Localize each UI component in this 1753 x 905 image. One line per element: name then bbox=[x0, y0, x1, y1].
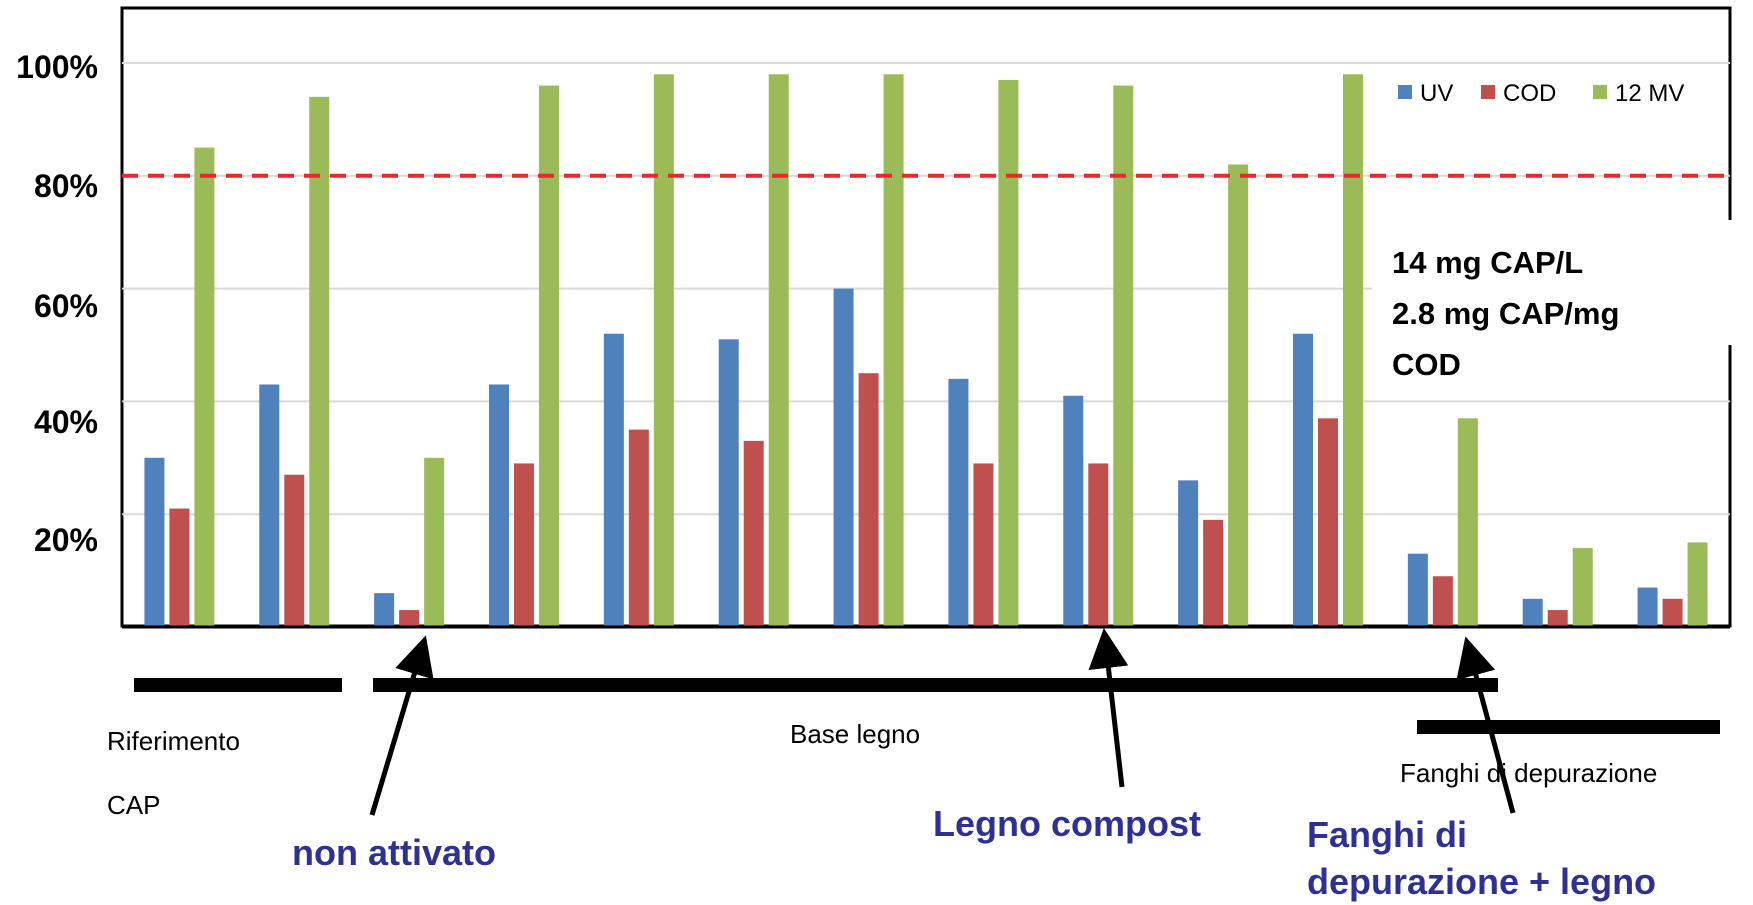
annotation-line: 2.8 mg CAP/mg bbox=[1392, 296, 1619, 331]
bar-12mv bbox=[1687, 542, 1708, 627]
bar-uv bbox=[833, 288, 854, 627]
bar-uv bbox=[1293, 333, 1313, 627]
bar-12mv bbox=[768, 74, 789, 627]
bar-uv bbox=[259, 384, 280, 627]
callout-sludge-wood: depurazione + legno bbox=[1307, 861, 1656, 902]
y-tick-label: 100% bbox=[16, 49, 98, 85]
bar-12mv bbox=[1228, 164, 1249, 627]
bar-cod bbox=[628, 429, 649, 627]
y-tick-label: 60% bbox=[34, 288, 98, 324]
bar-uv bbox=[1522, 598, 1543, 627]
bar-12mv bbox=[1457, 418, 1478, 627]
callout-wood-compost: Legno compost bbox=[933, 803, 1201, 844]
group-bar-sludge bbox=[1417, 720, 1720, 734]
callout-not-activated: non attivato bbox=[292, 832, 496, 873]
bar-uv bbox=[1178, 480, 1199, 627]
bar-12mv bbox=[309, 96, 330, 628]
bar-cod bbox=[743, 440, 764, 627]
bar-uv bbox=[374, 593, 395, 627]
bar-12mv bbox=[883, 74, 904, 627]
legend-swatch-12mv bbox=[1593, 85, 1607, 99]
arrow-not-activated bbox=[369, 635, 434, 816]
bar-cod bbox=[858, 373, 879, 627]
group-label-sludge: Fanghi di depurazione bbox=[1400, 758, 1657, 788]
bar-cod bbox=[973, 463, 994, 627]
bar-12mv bbox=[1343, 74, 1363, 627]
bar-cod bbox=[1318, 418, 1338, 627]
bar-cod bbox=[1088, 463, 1109, 627]
annotation-box bbox=[1372, 220, 1732, 345]
group-bar-reference bbox=[134, 678, 342, 692]
group-bar-wood bbox=[373, 678, 1498, 692]
arrow-wood-compost bbox=[1088, 628, 1129, 788]
bar-12mv bbox=[194, 147, 215, 627]
bar-uv bbox=[489, 384, 509, 627]
bar-uv bbox=[144, 457, 165, 627]
bar-cod bbox=[1662, 598, 1683, 627]
callout-sludge-wood: Fanghi di bbox=[1307, 814, 1467, 855]
bar-12mv bbox=[998, 79, 1019, 628]
y-tick-label: 80% bbox=[34, 168, 98, 204]
bar-uv bbox=[1063, 395, 1084, 627]
bar-cod bbox=[1203, 519, 1224, 627]
arrow-sludge-wood bbox=[1456, 636, 1516, 814]
legend-label: 12 MV bbox=[1615, 80, 1684, 107]
bar-12mv bbox=[1572, 548, 1593, 627]
legend: UV COD 12 MV bbox=[1398, 80, 1684, 107]
bar-uv bbox=[1407, 553, 1428, 627]
bar-uv bbox=[1637, 587, 1658, 627]
legend-swatch-cod bbox=[1481, 85, 1495, 99]
y-tick-label: 20% bbox=[34, 522, 98, 558]
legend-label: UV bbox=[1420, 80, 1453, 107]
bar-cod bbox=[399, 610, 420, 627]
group-label-wood: Base legno bbox=[790, 719, 920, 749]
annotation-line: 14 mg CAP/L bbox=[1392, 245, 1583, 280]
bars-group bbox=[144, 74, 1708, 628]
y-tick-label: 40% bbox=[34, 404, 98, 440]
bar-cod bbox=[169, 508, 190, 627]
legend-swatch-uv bbox=[1398, 85, 1412, 99]
bar-cod bbox=[284, 474, 305, 627]
bar-uv bbox=[948, 378, 969, 627]
annotation-line: COD bbox=[1392, 347, 1461, 382]
legend-label: COD bbox=[1503, 80, 1556, 107]
bar-cod bbox=[1547, 610, 1568, 627]
bar-cod bbox=[514, 463, 534, 627]
group-label-reference: Riferimento bbox=[107, 726, 240, 756]
bar-12mv bbox=[653, 74, 674, 627]
group-label-reference: CAP bbox=[107, 790, 160, 820]
bar-uv bbox=[718, 339, 739, 627]
bar-cod bbox=[1432, 576, 1453, 627]
bar-12mv bbox=[1113, 85, 1134, 627]
bar-uv bbox=[603, 333, 624, 627]
bar-12mv bbox=[424, 457, 445, 627]
bar-12mv bbox=[539, 85, 559, 627]
